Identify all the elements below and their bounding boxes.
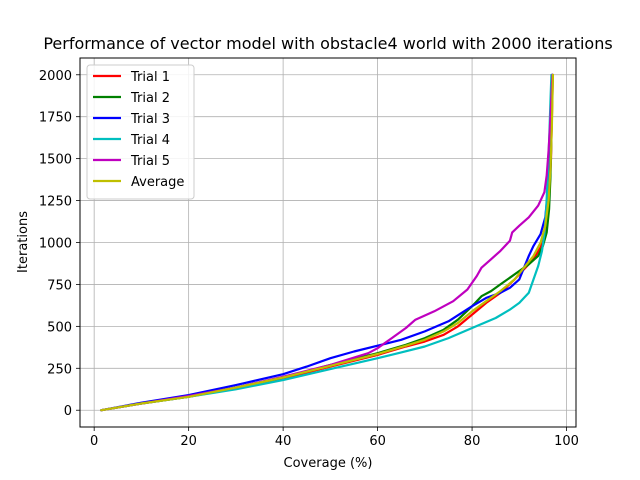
y-tick-label: 1250 xyxy=(39,195,72,210)
x-axis-label: Coverage (%) xyxy=(284,456,373,471)
x-tick-label: 80 xyxy=(464,434,481,449)
series-layer xyxy=(100,73,554,412)
legend-label: Trial 5 xyxy=(130,154,170,169)
series-line-6 xyxy=(100,73,554,412)
x-tick-label: 60 xyxy=(369,434,386,449)
legend-label: Trial 4 xyxy=(130,133,170,148)
x-axis: 0 20 40 60 80 100 xyxy=(90,427,579,449)
x-tick-label: 0 xyxy=(90,434,98,449)
y-tick-label: 1750 xyxy=(39,111,72,126)
chart-title: Performance of vector model with obstacl… xyxy=(43,34,612,53)
y-tick-label: 250 xyxy=(47,362,72,377)
legend-box xyxy=(86,64,195,200)
grid xyxy=(80,58,576,427)
y-tick-label: 1500 xyxy=(39,153,72,168)
series-line-4 xyxy=(100,73,553,412)
legend-label: Average xyxy=(131,175,184,190)
legend-label: Trial 1 xyxy=(130,70,170,85)
x-tick-label: 20 xyxy=(180,434,197,449)
y-axis: 0 250 500 750 1000 1250 1500 1750 2000 xyxy=(39,69,80,419)
legend: Trial 1 Trial 2 Trial 3 Trial 4 Trial 5 Avera… xyxy=(86,64,195,200)
y-tick-label: 1000 xyxy=(39,237,72,252)
y-tick-label: 500 xyxy=(47,320,72,335)
y-tick-label: 0 xyxy=(64,404,72,419)
y-tick-label: 2000 xyxy=(39,69,72,84)
x-tick-label: 40 xyxy=(275,434,292,449)
y-tick-label: 750 xyxy=(47,278,72,293)
legend-label: Trial 3 xyxy=(130,112,170,127)
y-axis-label: Iterations xyxy=(16,211,31,273)
x-tick-label: 100 xyxy=(554,434,579,449)
legend-label: Trial 2 xyxy=(130,91,170,106)
